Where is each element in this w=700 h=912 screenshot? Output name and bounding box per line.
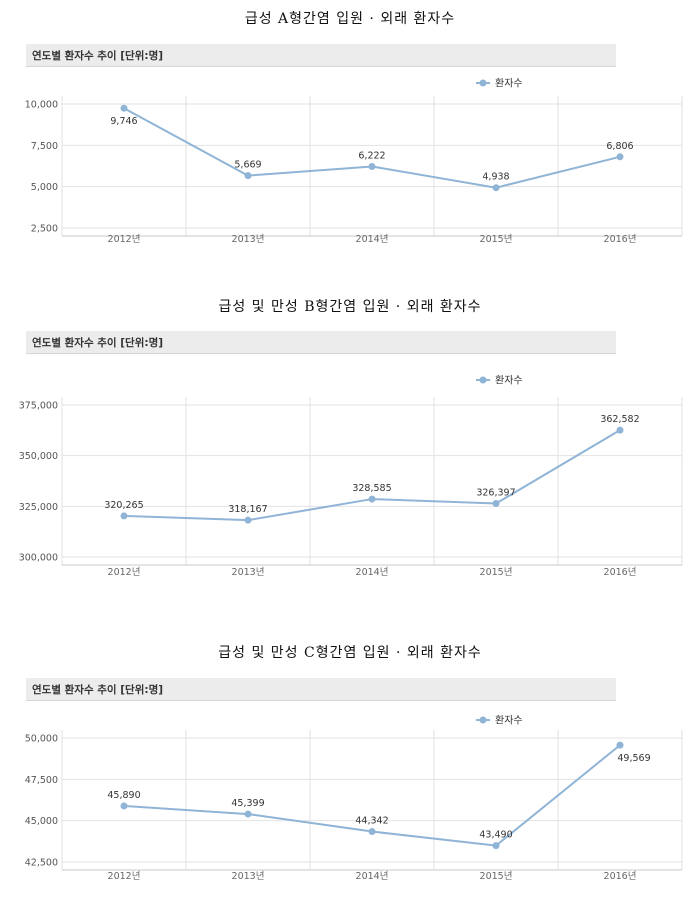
x-tick-label: 2013년: [232, 871, 265, 882]
data-label: 45,890: [107, 790, 140, 801]
x-tick-label: 2014년: [356, 567, 389, 578]
data-label: 9,746: [110, 116, 137, 127]
y-tick-label: 42,500: [25, 858, 58, 869]
data-label: 326,397: [476, 488, 515, 499]
y-tick-label: 375,000: [19, 401, 58, 412]
data-label: 362,582: [600, 414, 639, 425]
legend-marker-swatch: [479, 376, 487, 384]
data-point: [492, 500, 500, 508]
x-tick-label: 2014년: [356, 871, 389, 882]
data-point: [492, 842, 500, 850]
chart-title: 급성 및 만성 C형간염 입원 · 외래 환자수: [218, 645, 482, 661]
data-point: [492, 184, 500, 192]
data-label: 5,669: [234, 160, 261, 171]
data-label: 45,399: [231, 798, 264, 809]
y-tick-label: 350,000: [19, 451, 58, 462]
y-tick-label: 300,000: [19, 553, 58, 564]
legend-label: 환자수: [495, 715, 523, 727]
legend-marker-swatch: [479, 79, 487, 87]
x-tick-label: 2012년: [108, 871, 141, 882]
chart-subheader-label: 연도별 환자수 추이 [단위:명]: [32, 337, 164, 349]
line-chart-hepatitis-c: 50,000 47,500 45,000 42,500 2012년 2013년 2014년 2…: [25, 715, 683, 882]
x-tick-label: 2016년: [604, 567, 637, 578]
data-point: [616, 426, 624, 434]
data-label: 49,569: [617, 753, 650, 764]
legend-label: 환자수: [495, 78, 523, 90]
x-tick-label: 2013년: [232, 234, 265, 245]
y-tick-label: 45,000: [25, 816, 58, 827]
data-point: [368, 828, 376, 836]
data-label: 4,938: [482, 172, 509, 183]
data-point: [244, 516, 252, 524]
data-point: [616, 741, 624, 749]
series-line: [123, 107, 621, 189]
x-tick-label: 2016년: [604, 234, 637, 245]
data-label: 6,806: [606, 141, 633, 152]
line-chart-hepatitis-b: 375,000 350,000 325,000 300,000 2012년 2013년 20…: [19, 375, 683, 578]
x-tick-label: 2012년: [108, 567, 141, 578]
chart-title: 급성 A형간염 입원 · 외래 환자수: [244, 11, 456, 27]
data-point: [368, 162, 376, 170]
chart-subheader-label: 연도별 환자수 추이 [단위:명]: [32, 50, 164, 62]
y-tick-label: 50,000: [25, 734, 58, 745]
data-label: 43,490: [479, 830, 512, 841]
data-point: [368, 495, 376, 503]
x-tick-label: 2015년: [480, 871, 513, 882]
chart-subheader: 연도별 환자수 추이 [단위:명]: [26, 678, 616, 701]
chart-title: 급성 및 만성 B형간염 입원 · 외래 환자수: [218, 299, 482, 315]
x-tick-label: 2014년: [356, 234, 389, 245]
y-tick-label: 2,500: [31, 224, 58, 235]
chart-subheader-label: 연도별 환자수 추이 [단위:명]: [32, 684, 164, 696]
data-label: 44,342: [355, 816, 388, 827]
data-point: [244, 810, 252, 818]
x-tick-label: 2015년: [480, 567, 513, 578]
data-point: [616, 153, 624, 161]
line-chart-hepatitis-a: 10,000 7,500 5,000 2,500 2012년 2013년 2014년 2015…: [25, 78, 683, 245]
data-label: 320,265: [104, 500, 143, 511]
data-point: [244, 172, 252, 180]
legend-label: 환자수: [495, 375, 523, 387]
x-tick-label: 2015년: [480, 234, 513, 245]
legend-marker-swatch: [479, 716, 487, 724]
chart-subheader: 연도별 환자수 추이 [단위:명]: [26, 331, 616, 354]
y-tick-label: 5,000: [31, 182, 58, 193]
y-tick-label: 325,000: [19, 502, 58, 513]
data-point: [120, 104, 128, 112]
data-label: 328,585: [352, 483, 391, 494]
data-label: 318,167: [228, 504, 267, 515]
data-label: 6,222: [358, 150, 385, 161]
y-tick-label: 47,500: [25, 775, 58, 786]
y-tick-label: 10,000: [25, 100, 58, 111]
data-point: [120, 802, 128, 810]
x-tick-label: 2016년: [604, 871, 637, 882]
x-tick-label: 2012년: [108, 234, 141, 245]
chart-subheader: 연도별 환자수 추이 [단위:명]: [26, 44, 616, 67]
y-tick-label: 7,500: [31, 141, 58, 152]
x-tick-label: 2013년: [232, 567, 265, 578]
data-point: [120, 512, 128, 520]
